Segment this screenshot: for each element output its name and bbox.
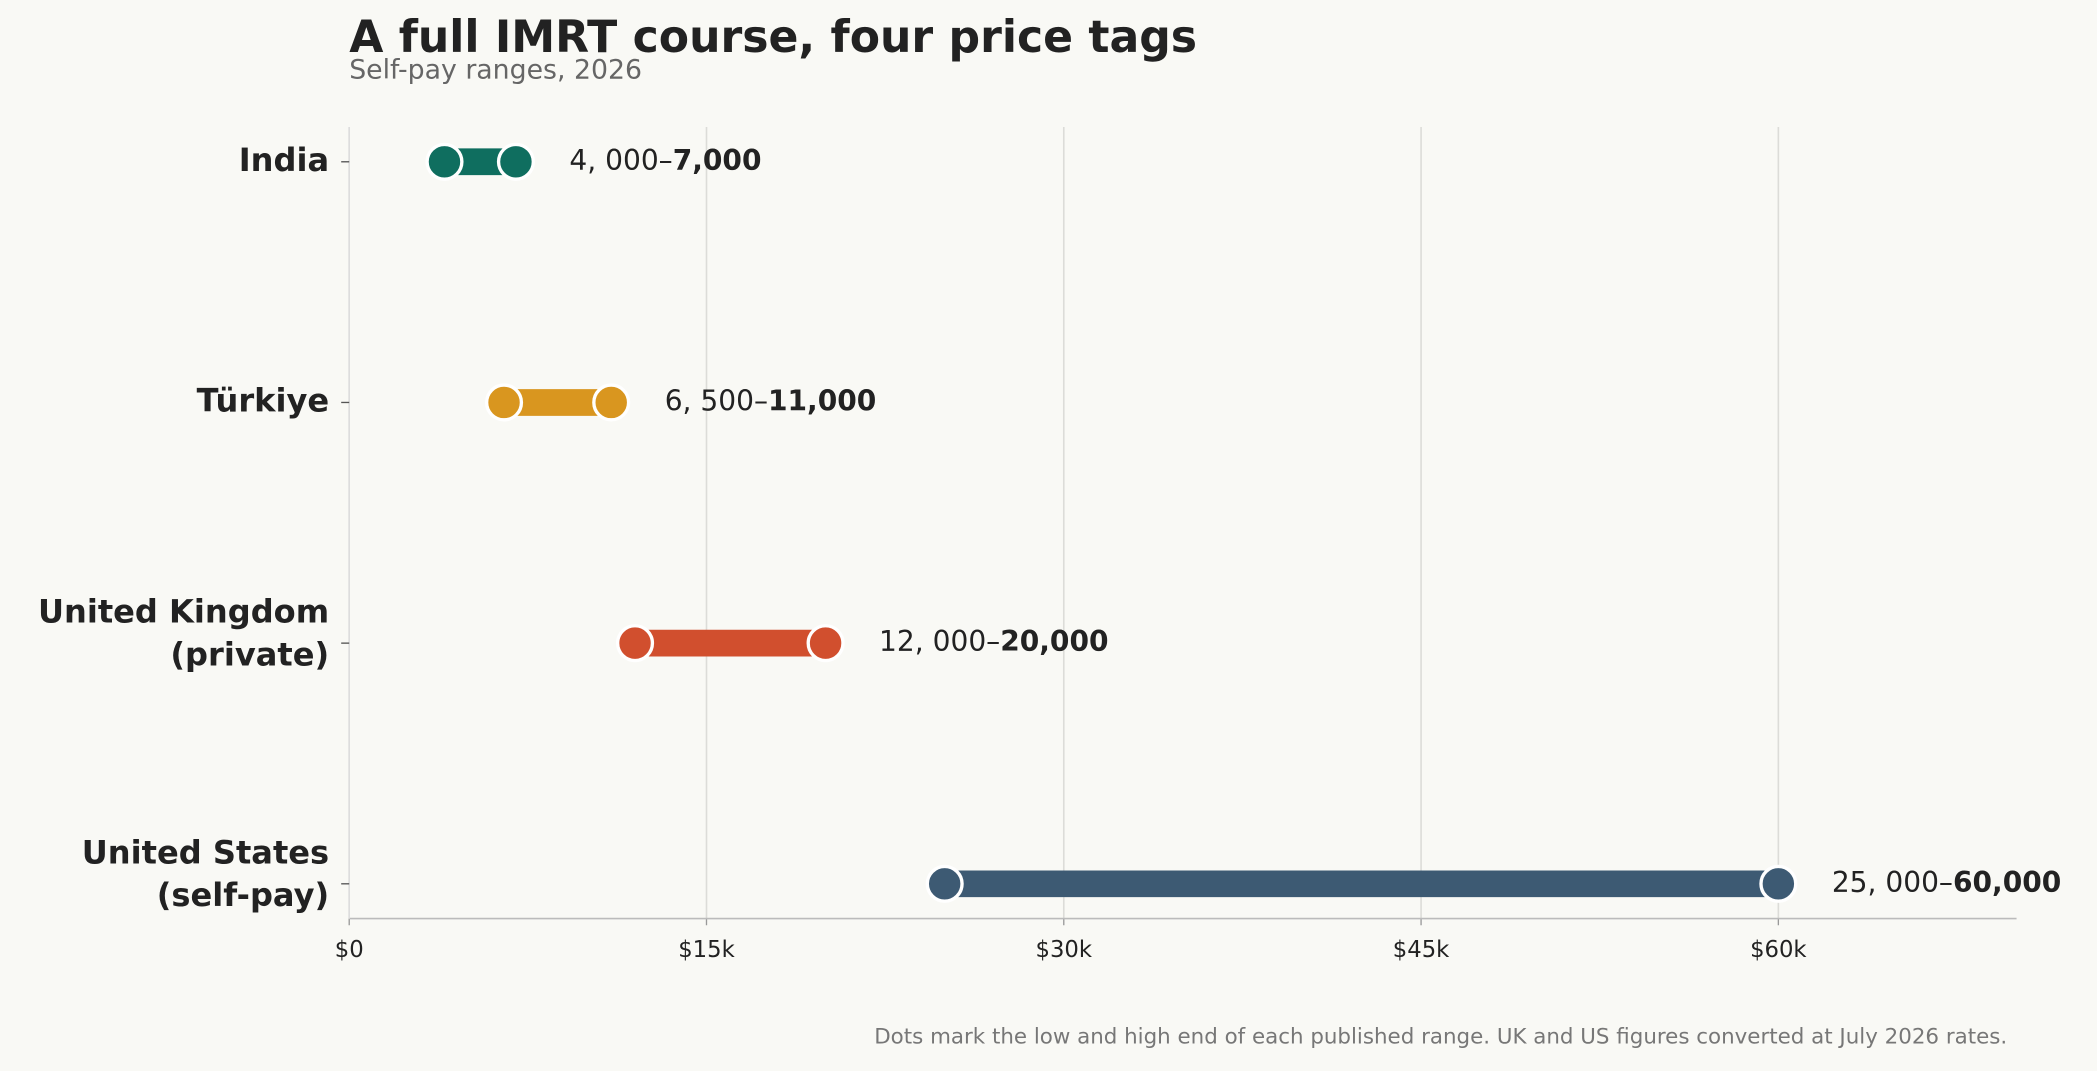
chart-title: A full IMRT course, four price tags — [349, 12, 1197, 63]
y-tick-label: India — [239, 141, 329, 179]
low-label: 6, 500– — [665, 384, 768, 417]
y-tick-label: United States (self-pay) — [82, 833, 329, 914]
x-tick-label: $60k — [1750, 937, 1807, 963]
value-label: 6, 500–11,000 — [665, 384, 877, 417]
high-dot — [592, 383, 631, 422]
low-label: 12, 000– — [879, 625, 1000, 658]
low-dot — [925, 864, 964, 903]
x-tick-label: $15k — [678, 937, 735, 963]
value-label: 25, 000–60,000 — [1832, 866, 2061, 899]
low-dot — [615, 624, 655, 663]
high-dot — [496, 142, 535, 181]
high-label: 20,000 — [1000, 625, 1108, 658]
low-dot — [425, 142, 464, 181]
low-label: 25, 000– — [1832, 866, 1953, 899]
high-label: 7,000 — [673, 144, 762, 177]
y-tick-label-line: (self-pay) — [157, 876, 329, 914]
y-tick-label: United Kingdom (private) — [38, 593, 329, 674]
x-tick-label: $30k — [1036, 937, 1093, 963]
high-dot — [806, 624, 845, 663]
y-tick-label-line: United Kingdom — [38, 593, 329, 631]
y-tick-label-line: United States — [82, 833, 329, 871]
y-tick-label: Türkiye — [197, 381, 329, 419]
value-label: 12, 000–20,000 — [879, 625, 1108, 658]
value-label: 4, 000–7,000 — [569, 144, 761, 177]
high-label: 11,000 — [768, 384, 876, 417]
y-tick-label-line: (private) — [170, 636, 329, 674]
x-tick-label: $0 — [335, 937, 364, 963]
chart-subtitle: Self-pay ranges, 2026 — [349, 54, 642, 85]
high-label: 60,000 — [1953, 866, 2061, 899]
low-label: 4, 000– — [569, 144, 672, 177]
high-dot — [1759, 864, 1798, 903]
x-tick-label: $45k — [1393, 937, 1450, 963]
low-dot — [484, 383, 524, 422]
footnote: Dots mark the low and high end of each p… — [874, 1025, 2007, 1050]
